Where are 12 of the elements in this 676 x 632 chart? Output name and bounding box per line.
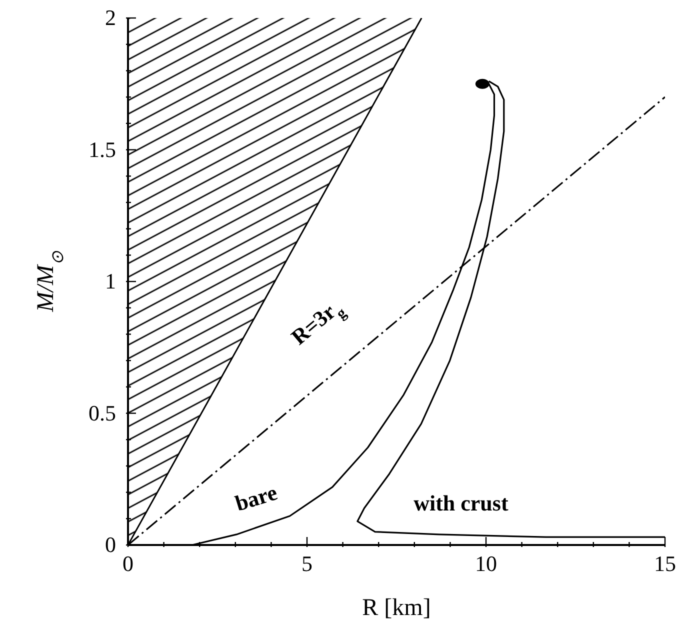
y-tick-label: 1	[105, 268, 116, 294]
x-tick-label: 0	[122, 551, 134, 576]
annotation: with crust	[414, 490, 509, 516]
y-tick-label: 1.5	[88, 136, 116, 162]
x-tick-label: 5	[302, 551, 312, 576]
annotation: bare	[232, 480, 280, 516]
y-tick-label: 0	[105, 532, 116, 557]
y-tick-label: 2	[105, 5, 116, 30]
x-tick-label: 15	[654, 551, 676, 576]
y-tick-label: 0.5	[88, 400, 116, 426]
x-axis-title: R [km]	[362, 595, 431, 621]
x-tick-label: 10	[475, 551, 497, 576]
